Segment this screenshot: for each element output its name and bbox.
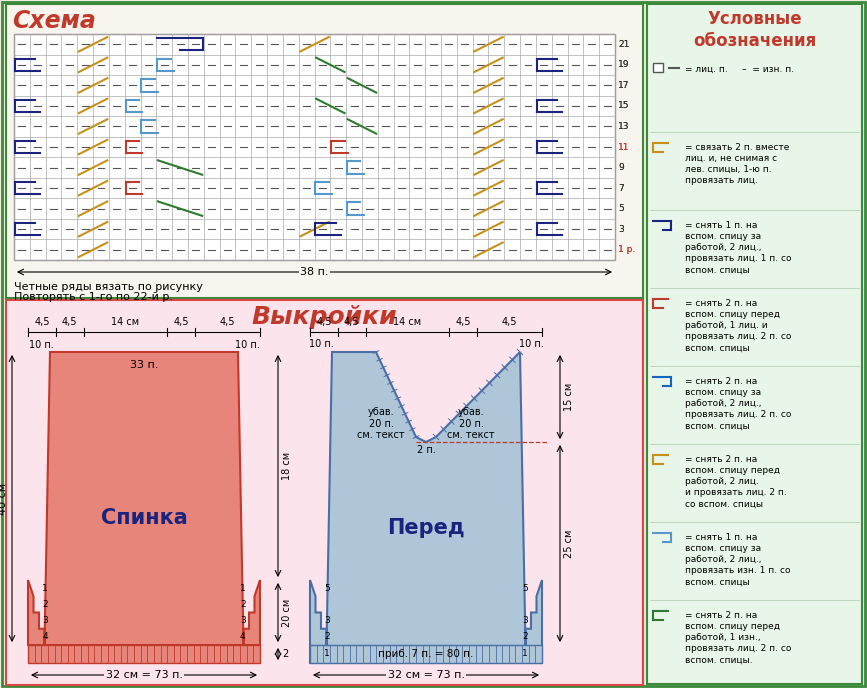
Bar <box>647 4 862 684</box>
Text: = снять 2 п. на
вспом. спицу перед
работой, 1 лиц. и
провязать лиц. 2 п. со
вспо: = снять 2 п. на вспом. спицу перед работ… <box>685 299 792 352</box>
Text: 13: 13 <box>618 122 629 131</box>
Text: 15: 15 <box>618 101 629 110</box>
Text: 3: 3 <box>522 616 528 625</box>
Text: = снять 1 п. на
вспом. спицу за
работой, 2 лиц.,
провязать изн. 1 п. со
вспом. с: = снять 1 п. на вспом. спицу за работой,… <box>685 533 791 586</box>
Text: 32 см = 73 п.: 32 см = 73 п. <box>106 670 182 680</box>
Text: 1: 1 <box>324 649 330 658</box>
Text: 1 р.: 1 р. <box>618 245 636 255</box>
Text: = связать 2 п. вместе
лиц. и, не снимая с
лев. спицы, 1-ю п.
провязать лиц.: = связать 2 п. вместе лиц. и, не снимая … <box>685 143 789 185</box>
Text: 4,5: 4,5 <box>62 317 77 327</box>
Text: 33 п.: 33 п. <box>130 360 158 370</box>
Text: 5: 5 <box>324 583 330 592</box>
Text: приб. 7 п. = 80 п.: приб. 7 п. = 80 п. <box>378 649 473 659</box>
Text: 25 см: 25 см <box>564 529 574 558</box>
Text: 4,5: 4,5 <box>502 317 518 327</box>
Text: 5: 5 <box>618 204 623 213</box>
Text: 38 п.: 38 п. <box>300 267 329 277</box>
Text: 5: 5 <box>618 204 623 213</box>
Text: 4,5: 4,5 <box>316 317 332 327</box>
Text: = снять 2 п. на
вспом. спицу за
работой, 2 лиц.,
провязать лиц. 2 п. со
вспом. с: = снять 2 п. на вспом. спицу за работой,… <box>685 377 792 431</box>
Text: 4: 4 <box>240 632 245 641</box>
Text: 10 п.: 10 п. <box>518 339 544 349</box>
Polygon shape <box>310 352 542 663</box>
Bar <box>28 645 260 663</box>
Text: 9: 9 <box>618 163 623 172</box>
Text: 21: 21 <box>618 40 629 49</box>
Text: 2: 2 <box>522 632 528 641</box>
Text: Спинка: Спинка <box>101 508 187 528</box>
Text: убав.
20 п.
см. текст: убав. 20 п. см. текст <box>447 407 495 440</box>
Text: 1: 1 <box>42 583 48 592</box>
Text: 7: 7 <box>618 184 623 193</box>
Text: 1: 1 <box>522 649 528 658</box>
Text: 10 п.: 10 п. <box>309 339 334 349</box>
Polygon shape <box>28 352 260 645</box>
Text: убав.
20 п.
см. текст: убав. 20 п. см. текст <box>357 407 405 440</box>
Text: 40 см: 40 см <box>0 482 8 515</box>
Text: 4,5: 4,5 <box>219 317 235 327</box>
Text: Схема: Схема <box>12 9 96 33</box>
Text: 3: 3 <box>618 225 623 234</box>
Text: 3: 3 <box>42 616 48 625</box>
Text: 32 см = 73 п.: 32 см = 73 п. <box>388 670 465 680</box>
Text: Выкройки: Выкройки <box>251 305 397 329</box>
Text: 11: 11 <box>618 142 629 151</box>
Text: 2: 2 <box>282 649 288 659</box>
Text: 19: 19 <box>618 61 629 69</box>
Text: 4,5: 4,5 <box>173 317 189 327</box>
Text: 1 р.: 1 р. <box>618 245 636 255</box>
Text: 9: 9 <box>618 163 623 172</box>
Text: 21: 21 <box>618 40 629 49</box>
Bar <box>6 300 643 685</box>
Bar <box>653 63 663 72</box>
Text: 17: 17 <box>618 81 629 90</box>
Text: 2: 2 <box>42 600 48 609</box>
Text: 10 п.: 10 п. <box>235 340 259 350</box>
Text: 4,5: 4,5 <box>344 317 360 327</box>
Text: 14 см: 14 см <box>111 317 140 327</box>
Text: 4: 4 <box>42 632 48 641</box>
Text: 18 см: 18 см <box>282 452 292 480</box>
Text: 13: 13 <box>618 122 629 131</box>
Text: 3: 3 <box>324 616 330 625</box>
Text: 15: 15 <box>618 101 629 110</box>
Text: Повторять с 1-го по 22-й р.: Повторять с 1-го по 22-й р. <box>14 292 173 302</box>
Text: 19: 19 <box>618 61 629 69</box>
Text: 3: 3 <box>240 616 245 625</box>
Text: 2: 2 <box>240 600 245 609</box>
Text: = снять 2 п. на
вспом. спицу перед
работой, 1 изн.,
провязать лиц. 2 п. со
вспом: = снять 2 п. на вспом. спицу перед работ… <box>685 611 792 665</box>
Text: 15 см: 15 см <box>564 383 574 411</box>
Text: 2 п.: 2 п. <box>417 445 435 455</box>
Text: 11: 11 <box>618 142 629 151</box>
Text: Четные ряды вязать по рисунку: Четные ряды вязать по рисунку <box>14 282 203 292</box>
Text: Перед: Перед <box>388 519 465 539</box>
Text: = лиц. п.     –  = изн. п.: = лиц. п. – = изн. п. <box>685 65 794 74</box>
Text: 4,5: 4,5 <box>34 317 49 327</box>
Text: 4,5: 4,5 <box>455 317 471 327</box>
Text: 14 см: 14 см <box>394 317 421 327</box>
Text: 20 см: 20 см <box>282 599 292 627</box>
Bar <box>6 4 643 298</box>
Text: 2: 2 <box>324 632 330 641</box>
Text: 7: 7 <box>618 184 623 193</box>
Text: = снять 1 п. на
вспом. спицу за
работой, 2 лиц.,
провязать лиц. 1 п. со
вспом. с: = снять 1 п. на вспом. спицу за работой,… <box>685 221 792 275</box>
Text: 17: 17 <box>618 81 629 90</box>
Text: Условные
обозначения: Условные обозначения <box>693 10 816 50</box>
Bar <box>310 645 542 663</box>
Text: = снять 2 п. на
вспом. спицу перед
работой, 2 лиц.
и провязать лиц. 2 п.
со вспо: = снять 2 п. на вспом. спицу перед работ… <box>685 455 786 508</box>
Bar <box>14 34 615 260</box>
Text: 10 п.: 10 п. <box>29 340 54 350</box>
Text: 1: 1 <box>240 583 245 592</box>
Text: 5: 5 <box>522 583 528 592</box>
Text: 3: 3 <box>618 225 623 234</box>
